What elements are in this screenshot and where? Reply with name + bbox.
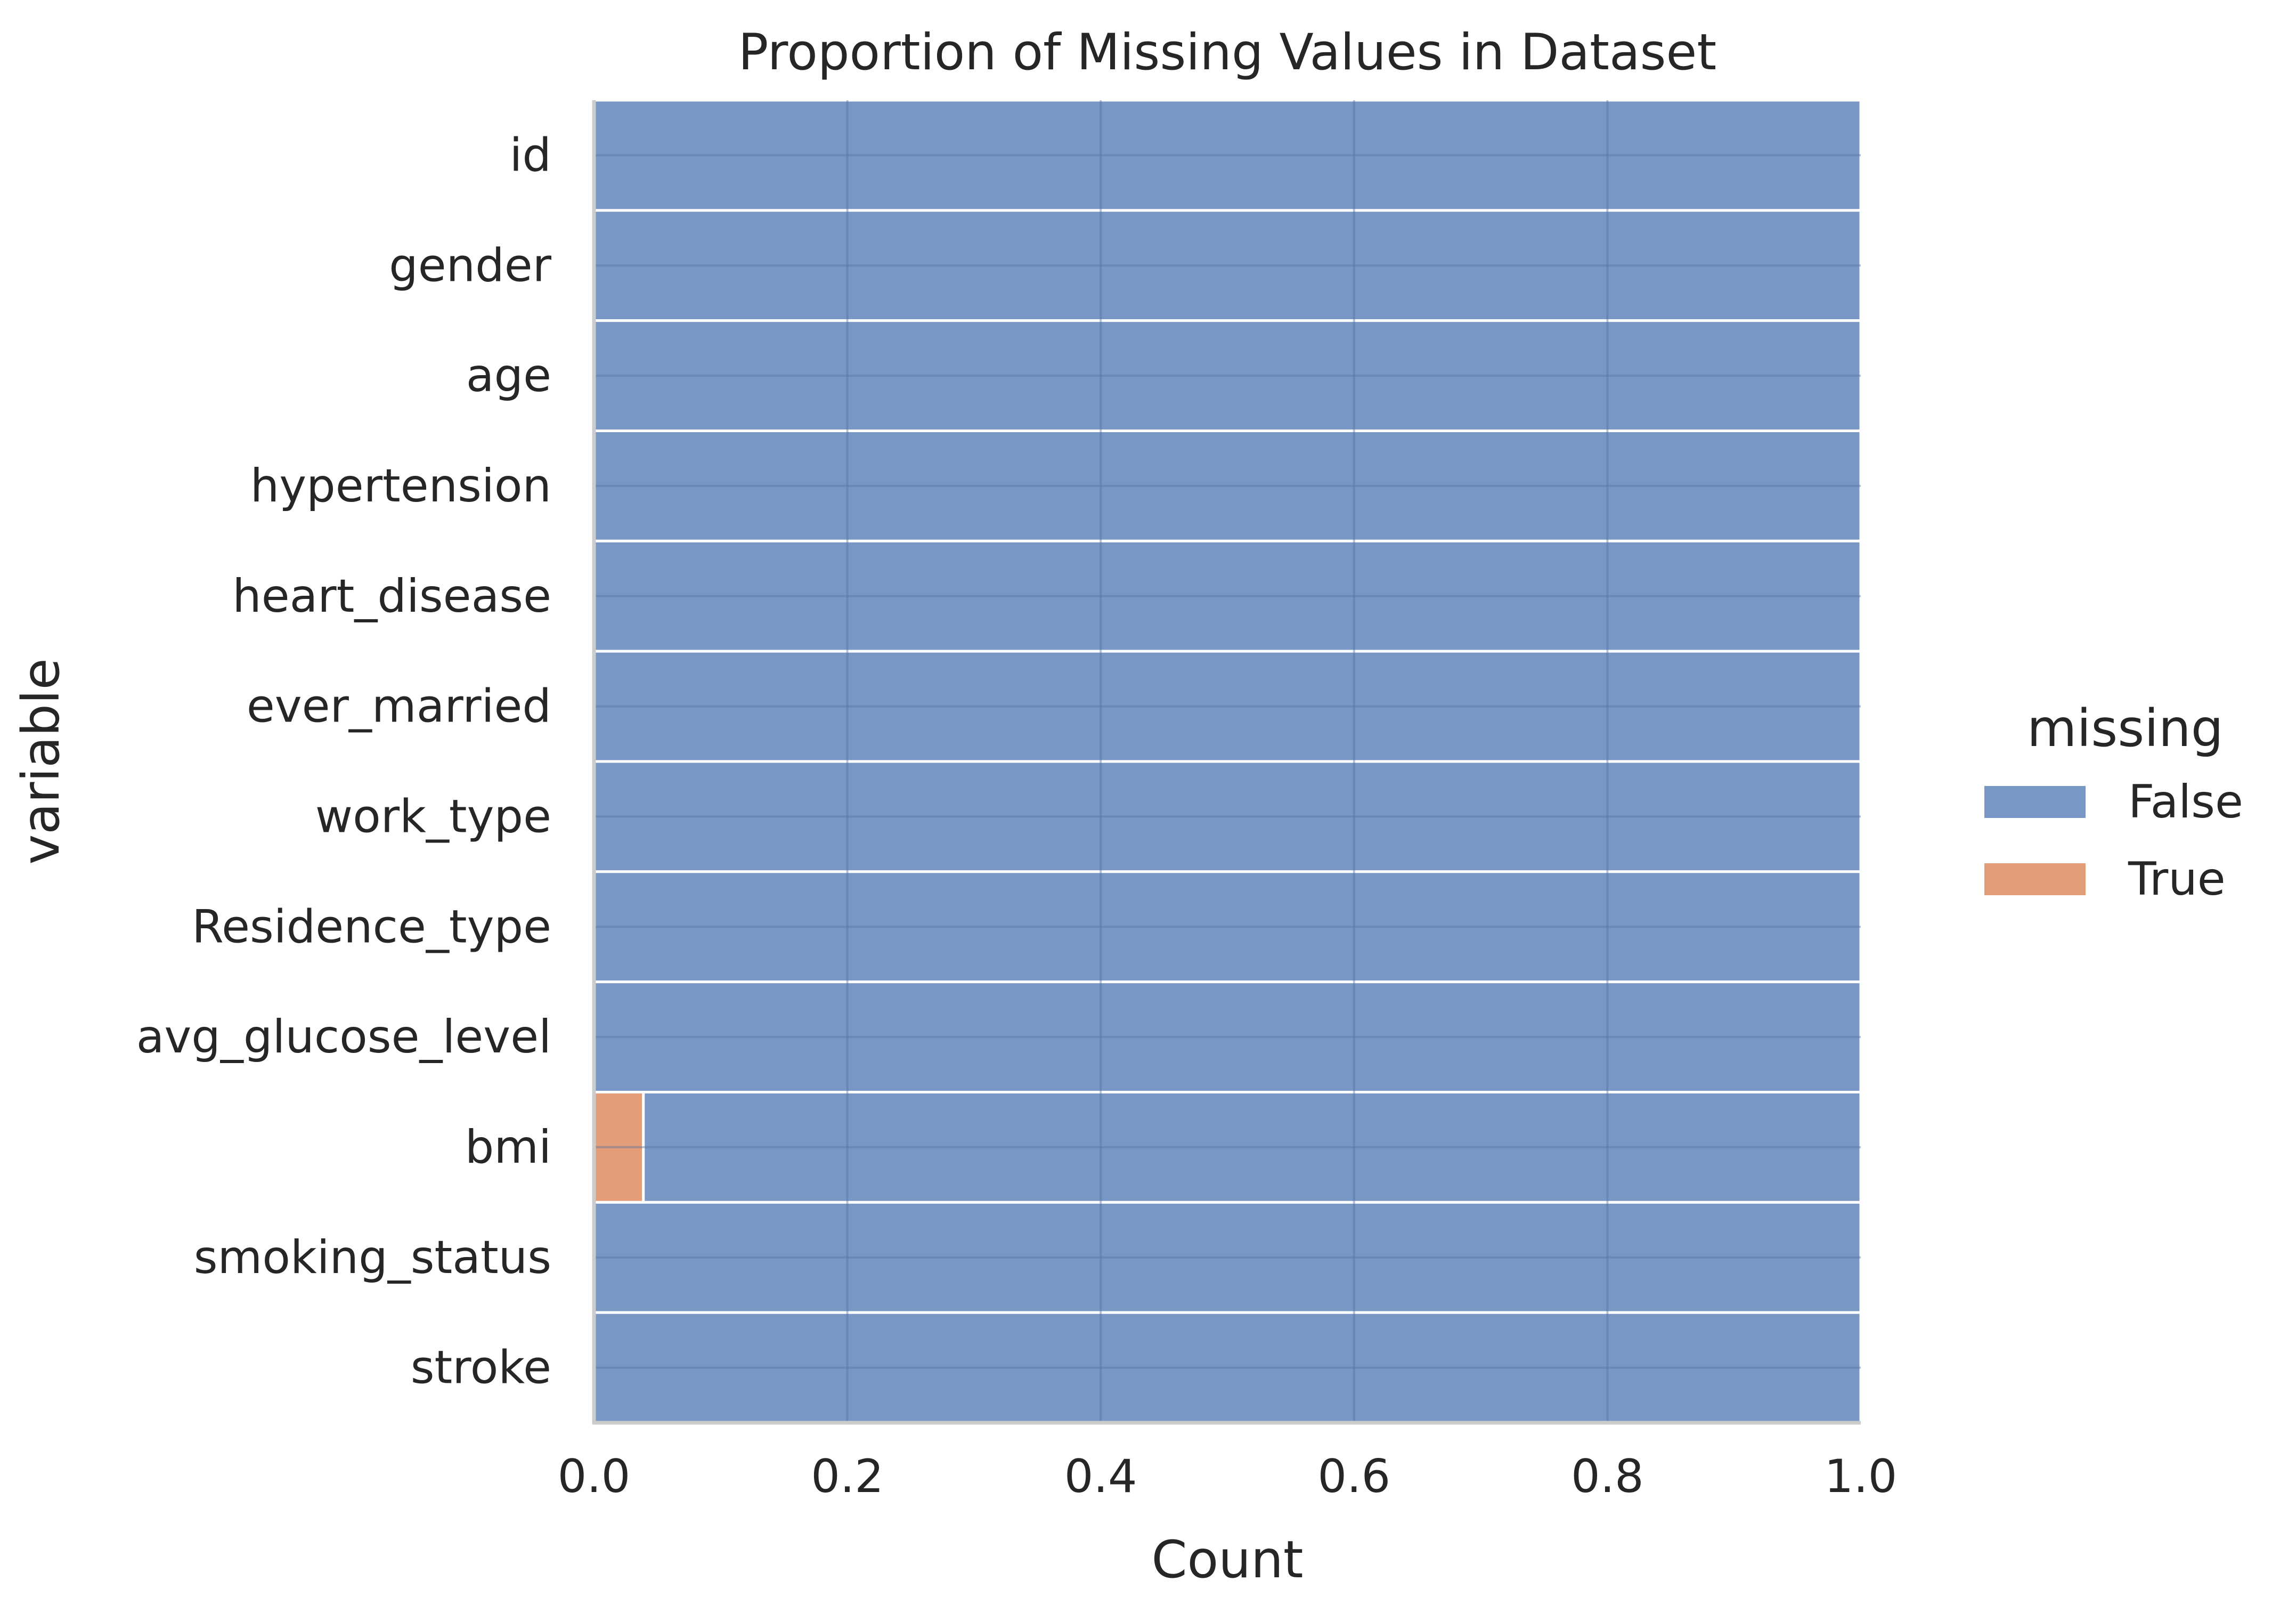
legend-label-false: False [2128, 775, 2243, 829]
y-tick-label: bmi [465, 1121, 551, 1174]
bar-smoking_status-false [592, 1201, 1862, 1314]
bars [592, 99, 1862, 1424]
x-tick-label: 0.6 [1317, 1450, 1390, 1503]
x-tick-label: 1.0 [1825, 1450, 1898, 1503]
y-tick-label: gender [389, 239, 552, 292]
bar-ever_married-false [592, 650, 1862, 763]
y-tick-label: Residence_type [192, 900, 551, 953]
y-axis-label: variable [11, 658, 71, 864]
legend-title: missing [2027, 699, 2224, 758]
bar-work_type-false [592, 760, 1862, 873]
x-tick-labels: 0.0 0.2 0.4 0.6 0.8 1.0 [558, 1450, 1898, 1503]
x-tick-label: 0.0 [558, 1450, 631, 1503]
y-tick-label: work_type [315, 790, 551, 843]
y-tick-label: ever_married [247, 680, 551, 733]
bar-age-false [592, 319, 1862, 433]
x-tick-label: 0.2 [811, 1450, 884, 1503]
y-tick-label: hypertension [250, 459, 551, 513]
vertical-grid-overlay [846, 100, 1609, 1423]
bar-gender-false [592, 209, 1862, 322]
chart-title: Proportion of Missing Values in Dataset [738, 23, 1716, 82]
bar-avg_glucose_level-false [592, 980, 1862, 1093]
y-tick-label: id [510, 128, 551, 182]
y-tick-label: avg_glucose_level [136, 1010, 551, 1064]
y-tick-label: heart_disease [232, 570, 551, 623]
x-axis-label: Count [1151, 1530, 1303, 1590]
legend: missing False True [1984, 699, 2243, 906]
y-tick-label: age [466, 349, 551, 402]
legend-swatch-false [1984, 786, 2086, 818]
x-tick-label: 0.8 [1571, 1450, 1644, 1503]
bar-Residence_type-false [592, 870, 1862, 984]
legend-label-true: True [2128, 853, 2226, 906]
y-tick-label: stroke [411, 1341, 551, 1395]
x-tick-label: 0.4 [1064, 1450, 1137, 1503]
bar-stroke-false [592, 1311, 1862, 1424]
y-tick-label: smoking_status [194, 1231, 551, 1284]
legend-swatch-true [1984, 863, 2086, 895]
y-tick-labels: id gender age hypertension heart_diseaseever… [136, 128, 552, 1394]
bar-bmi-false [642, 1091, 1862, 1204]
axes [592, 100, 1861, 1425]
